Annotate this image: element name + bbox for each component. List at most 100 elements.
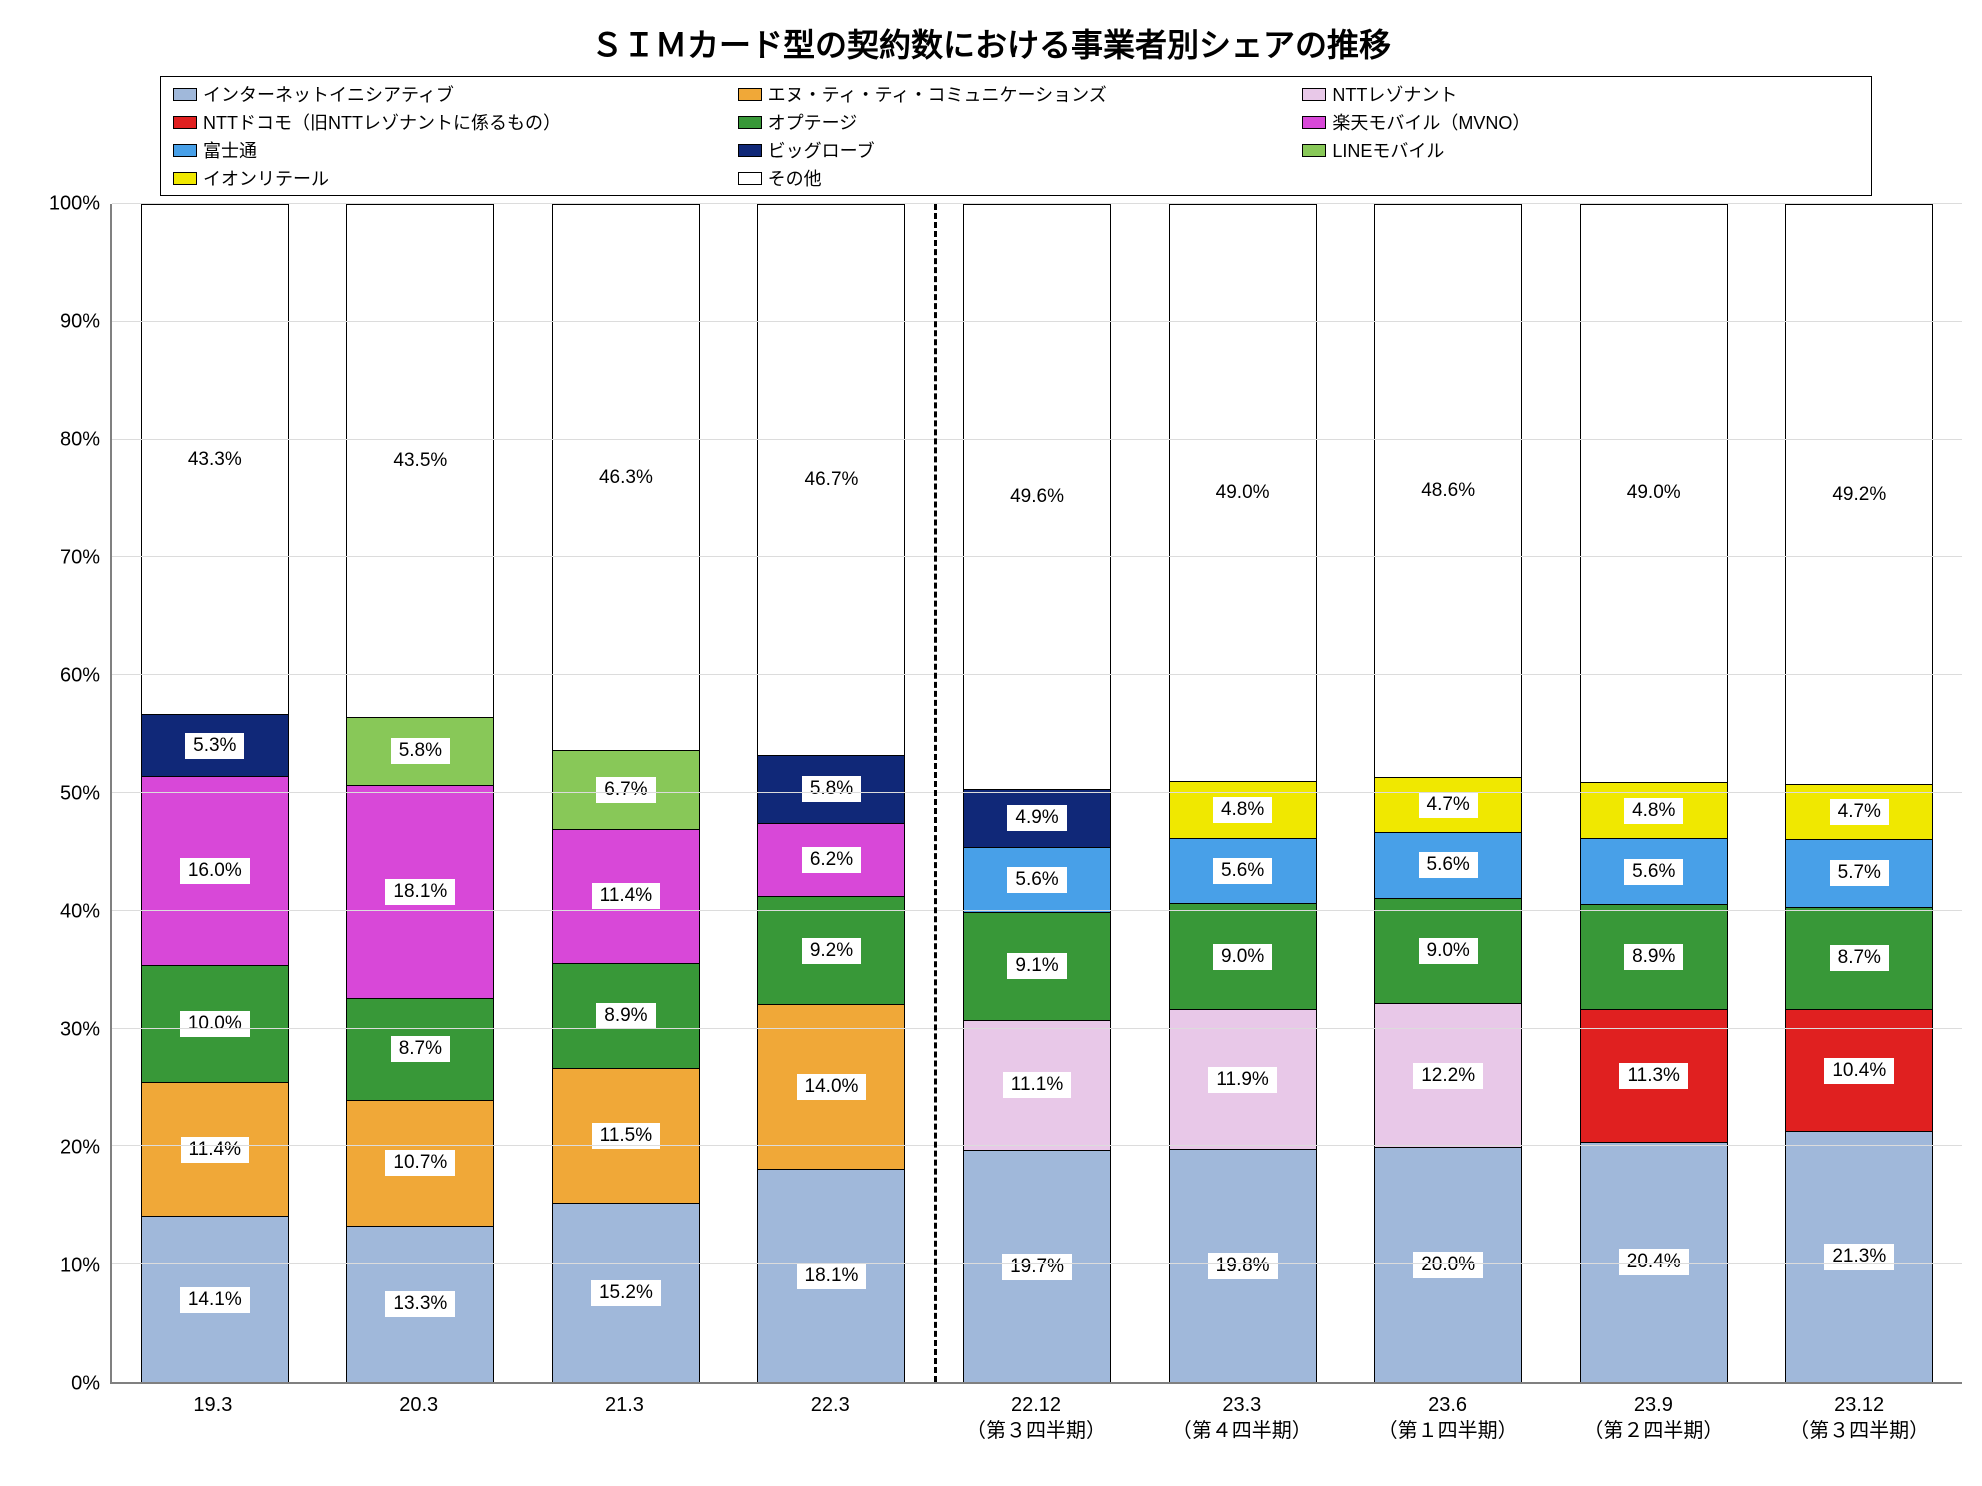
segment-value-label: 11.3% bbox=[1618, 1062, 1688, 1090]
segment-value-label: 16.0% bbox=[179, 857, 251, 885]
segment-value-label: 11.9% bbox=[1207, 1066, 1277, 1094]
legend-swatch bbox=[1302, 116, 1326, 129]
segment-value-label: 11.4% bbox=[591, 882, 661, 910]
segment-value-label: 5.6% bbox=[1623, 858, 1684, 886]
bar-column: 13.3%10.7%8.7%18.1%5.8%43.5% bbox=[318, 204, 524, 1382]
segment-value-label: 43.3% bbox=[179, 446, 251, 474]
y-tick-label: 30% bbox=[60, 1019, 100, 1042]
segment-value-label: 9.1% bbox=[1006, 952, 1067, 980]
legend-swatch bbox=[173, 172, 197, 185]
segment-value-label: 10.7% bbox=[384, 1149, 456, 1177]
bar-segment: 15.2% bbox=[553, 1203, 699, 1382]
bar-segment: 5.8% bbox=[347, 717, 493, 785]
legend-label: LINEモバイル bbox=[1332, 137, 1444, 163]
segment-value-label: 9.0% bbox=[1212, 943, 1273, 971]
bar-segment: 20.4% bbox=[1581, 1142, 1727, 1382]
segment-value-label: 4.8% bbox=[1212, 796, 1273, 824]
stacked-bar: 13.3%10.7%8.7%18.1%5.8%43.5% bbox=[346, 204, 494, 1382]
segment-value-label: 21.3% bbox=[1823, 1243, 1895, 1271]
segment-value-label: 49.0% bbox=[1618, 479, 1690, 507]
bar-column: 19.8%11.9%9.0%5.6%4.8%49.0% bbox=[1140, 204, 1346, 1382]
y-tick-label: 100% bbox=[49, 193, 100, 216]
section-divider bbox=[934, 204, 937, 1382]
segment-value-label: 8.7% bbox=[390, 1035, 451, 1063]
bar-segment: 9.2% bbox=[758, 896, 904, 1004]
legend-label: NTTレゾナント bbox=[1332, 81, 1457, 107]
y-tick-label: 60% bbox=[60, 665, 100, 688]
legend-item: オプテージ bbox=[738, 109, 1295, 135]
bar-segment: 9.0% bbox=[1170, 903, 1316, 1009]
x-tick-label: 23.6（第１四半期） bbox=[1345, 1384, 1551, 1444]
bar-segment: 6.2% bbox=[758, 823, 904, 896]
legend-label: エヌ・ティ・ティ・コミュニケーションズ bbox=[768, 81, 1107, 107]
bar-segment: 11.9% bbox=[1170, 1009, 1316, 1149]
y-tick-label: 80% bbox=[60, 429, 100, 452]
y-axis: 0%10%20%30%40%50%60%70%80%90%100% bbox=[20, 204, 110, 1384]
legend-item: NTTドコモ（旧NTTレゾナントに係るもの） bbox=[173, 109, 730, 135]
bar-column: 19.7%11.1%9.1%5.6%4.9%49.6% bbox=[934, 204, 1140, 1382]
bar-segment: 21.3% bbox=[1786, 1131, 1932, 1382]
bar-segment: 8.7% bbox=[347, 998, 493, 1100]
segment-value-label: 18.1% bbox=[796, 1262, 868, 1290]
grid-line bbox=[112, 439, 1962, 440]
grid-line bbox=[112, 321, 1962, 322]
x-tick-label: 23.9（第２四半期） bbox=[1550, 1384, 1756, 1444]
bar-column: 20.0% 12.2%9.0%5.6%4.7% 48.6% bbox=[1345, 204, 1551, 1382]
legend-item: ビッグローブ bbox=[738, 137, 1295, 163]
segment-value-label: 49.6% bbox=[1001, 483, 1073, 511]
plot-row: 0%10%20%30%40%50%60%70%80%90%100% 14.1%1… bbox=[20, 204, 1962, 1384]
bar-segment: 4.9% bbox=[964, 789, 1110, 847]
x-tick-label: 20.3 bbox=[316, 1384, 522, 1444]
bar-segment: 5.6% bbox=[964, 847, 1110, 913]
x-tick-label: 19.3 bbox=[110, 1384, 316, 1444]
legend-item: その他 bbox=[738, 165, 1295, 191]
bar-segment: 8.7% bbox=[1786, 907, 1932, 1009]
bar-segment: 9.0% bbox=[1375, 898, 1521, 1004]
bar-segment: 10.0% bbox=[142, 965, 288, 1083]
bar-segment: 4.8% bbox=[1581, 782, 1727, 838]
bar-segment: 14.0% bbox=[758, 1004, 904, 1169]
legend-swatch bbox=[173, 88, 197, 101]
stacked-bar: 19.7%11.1%9.1%5.6%4.9%49.6% bbox=[963, 204, 1111, 1382]
bar-segment: 11.5% bbox=[553, 1068, 699, 1203]
segment-value-label: 48.6% bbox=[1412, 477, 1484, 505]
bar-segment: 19.7% bbox=[964, 1150, 1110, 1382]
segment-value-label: 14.1% bbox=[179, 1286, 251, 1314]
segment-value-label: 6.7% bbox=[595, 776, 656, 804]
segment-value-label: 20.0% bbox=[1412, 1251, 1484, 1279]
legend-swatch bbox=[738, 144, 762, 157]
segment-value-label: 5.7% bbox=[1829, 859, 1890, 887]
bar-segment: 18.1% bbox=[758, 1169, 904, 1382]
x-tick-label: 22.12（第３四半期） bbox=[933, 1384, 1139, 1444]
legend-item: イオンリテール bbox=[173, 165, 730, 191]
bar-column: 14.1%11.4%10.0%16.0%5.3%43.3% bbox=[112, 204, 318, 1382]
x-tick-label: 23.12（第３四半期） bbox=[1756, 1384, 1962, 1444]
grid-line bbox=[112, 203, 1962, 204]
bar-segment: 43.3% bbox=[142, 205, 288, 714]
segment-value-label: 43.5% bbox=[384, 447, 456, 475]
grid-line bbox=[112, 556, 1962, 557]
legend-label: ビッグローブ bbox=[768, 137, 875, 163]
legend-item: 富士通 bbox=[173, 137, 730, 163]
y-tick-label: 50% bbox=[60, 783, 100, 806]
bar-segment: 12.2% bbox=[1375, 1003, 1521, 1146]
segment-value-label: 10.4% bbox=[1823, 1057, 1895, 1085]
bar-segment: 16.0% bbox=[142, 776, 288, 964]
segment-value-label: 19.7% bbox=[1001, 1253, 1073, 1281]
bar-segment: 5.6% bbox=[1375, 832, 1521, 898]
grid-line bbox=[112, 674, 1962, 675]
segment-value-label: 13.3% bbox=[384, 1290, 456, 1318]
bar-segment: 43.5% bbox=[347, 205, 493, 716]
segment-value-label: 5.3% bbox=[184, 732, 245, 760]
segment-value-label: 10.0% bbox=[179, 1010, 251, 1038]
segment-value-label: 49.2% bbox=[1823, 481, 1895, 509]
bar-segment: 46.3% bbox=[553, 205, 699, 750]
x-tick-label: 23.3（第４四半期） bbox=[1139, 1384, 1345, 1444]
legend-item: NTTレゾナント bbox=[1302, 81, 1859, 107]
bar-column: 18.1%14.0%9.2%6.2%5.8%46.7% bbox=[729, 204, 935, 1382]
bar-segment: 46.7% bbox=[758, 205, 904, 755]
bar-segment: 4.7% bbox=[1375, 777, 1521, 832]
bar-segment: 49.0% bbox=[1170, 205, 1316, 781]
bar-column: 21.3%10.4%8.7%5.7%4.7%49.2% bbox=[1757, 204, 1963, 1382]
segment-value-label: 46.7% bbox=[796, 466, 868, 494]
